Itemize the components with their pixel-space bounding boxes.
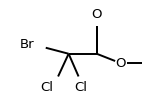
Text: O: O xyxy=(91,8,102,21)
Text: O: O xyxy=(116,57,126,70)
Text: Cl: Cl xyxy=(75,81,88,94)
Text: Cl: Cl xyxy=(40,81,53,94)
Text: Br: Br xyxy=(20,38,35,51)
